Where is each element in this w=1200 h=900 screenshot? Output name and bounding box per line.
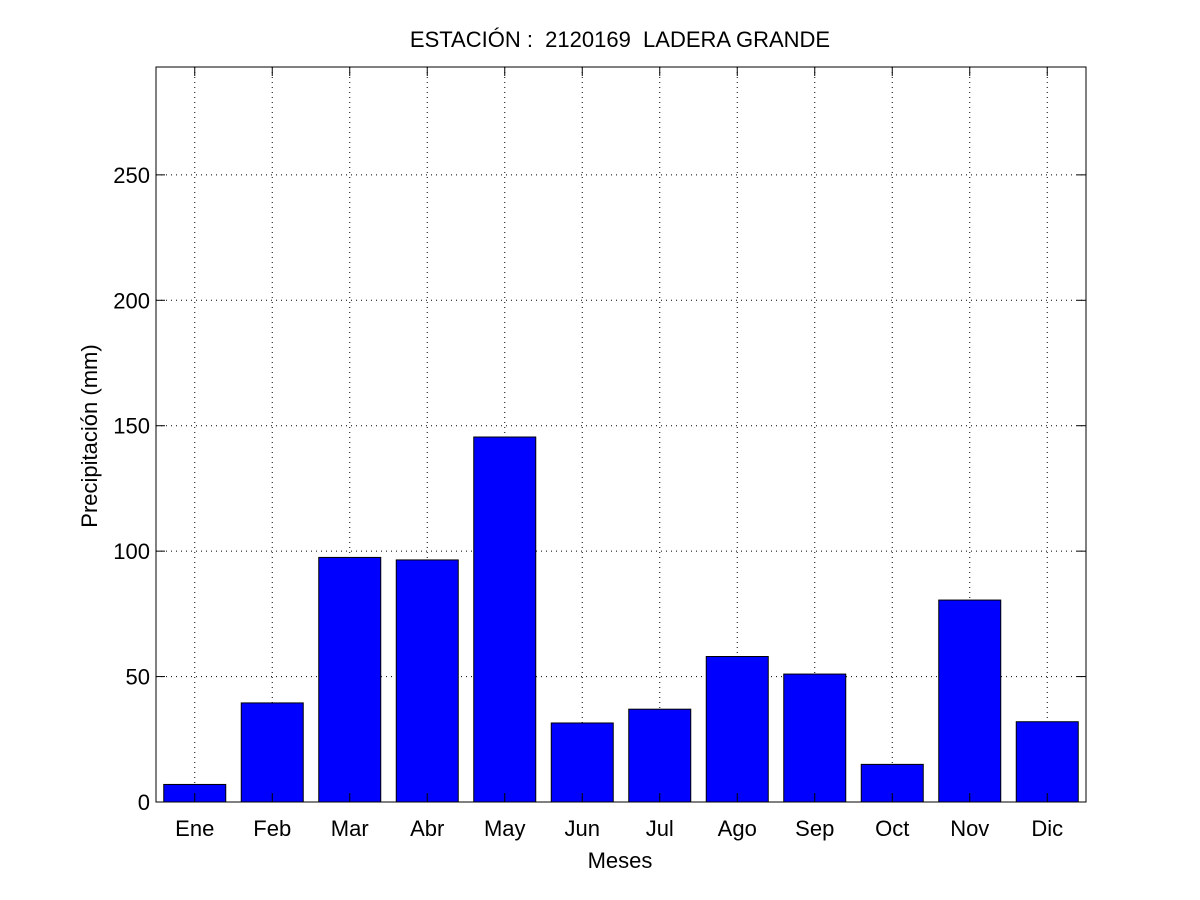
x-tick-label: May (484, 816, 526, 841)
x-tick-label: Feb (253, 816, 291, 841)
y-axis-title: Precipitación (mm) (77, 344, 102, 527)
bar-jul (628, 708, 692, 803)
bar-mar (318, 556, 382, 803)
ticks (156, 67, 1086, 803)
bar-ago (705, 656, 769, 803)
x-tick-label: Jun (565, 816, 600, 841)
x-tick-label: Sep (795, 816, 834, 841)
x-tick-label: Ene (175, 816, 214, 841)
bars (163, 436, 1079, 803)
bar-jun (550, 722, 614, 803)
x-axis-title: Meses (588, 848, 653, 873)
y-tick-label: 250 (113, 163, 150, 188)
y-tick-labels: 0 50 100 150 200 250 (113, 163, 150, 815)
y-tick-label: 200 (113, 288, 150, 313)
y-tick-label: 0 (138, 790, 150, 815)
plot-frame (155, 66, 1087, 803)
y-tick-label: 50 (126, 665, 150, 690)
bar-dic (1015, 721, 1079, 803)
x-tick-label: Mar (331, 816, 369, 841)
bar-sep (783, 673, 847, 803)
x-tick-label: Oct (875, 816, 909, 841)
x-tick-label: Jul (646, 816, 674, 841)
x-tick-labels: Ene Feb Mar Abr May Jun Jul Ago Sep Oct Nov Dic (175, 816, 1063, 841)
bar-nov (938, 599, 1002, 803)
bar-abr (395, 559, 459, 803)
x-tick-label: Ago (718, 816, 757, 841)
y-tick-label: 100 (113, 539, 150, 564)
bar-may (473, 436, 537, 803)
y-tick-label: 150 (113, 414, 150, 439)
grid-lines (156, 67, 1086, 802)
x-tick-label: Abr (410, 816, 444, 841)
chart-title: ESTACIÓN : 2120169 LADERA GRANDE (410, 27, 830, 52)
bar-feb (240, 702, 304, 803)
x-tick-label: Dic (1031, 816, 1063, 841)
x-tick-label: Nov (950, 816, 989, 841)
